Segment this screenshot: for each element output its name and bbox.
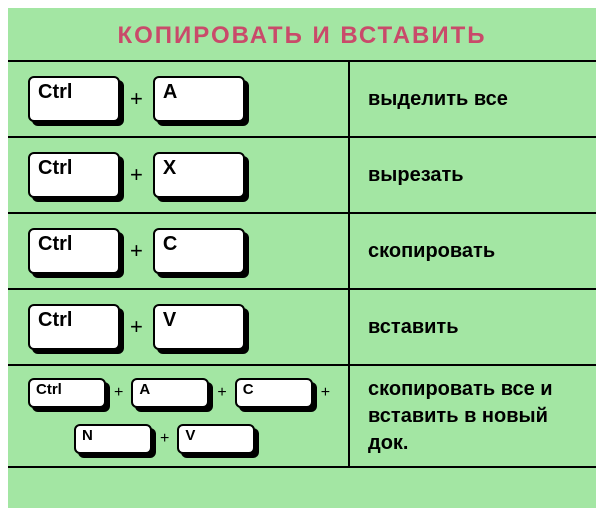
shortcut-desc: скопировать <box>368 238 495 265</box>
key-ctrl: Ctrl <box>28 378 106 408</box>
key-ctrl: Ctrl <box>28 76 120 122</box>
shortcut-desc: вставить <box>368 314 459 341</box>
key-c: C <box>235 378 313 408</box>
card: КОПИРОВАТЬ И ВСТАВИТЬ Ctrl + A выделить … <box>0 0 604 516</box>
key-v: V <box>153 304 245 350</box>
desc-cell: скопировать <box>348 214 596 288</box>
rows-container: Ctrl + A выделить все Ctrl + X вырезать <box>8 60 596 468</box>
keys-cell: Ctrl + A + C + N + V <box>8 366 348 466</box>
page-title: КОПИРОВАТЬ И ВСТАВИТЬ <box>8 8 596 60</box>
shortcut-row: Ctrl + A выделить все <box>8 60 596 136</box>
indent-spacer <box>28 439 66 440</box>
key-ctrl: Ctrl <box>28 304 120 350</box>
keys-cell: Ctrl + V <box>8 290 348 364</box>
plus-icon: + <box>217 384 226 402</box>
shortcut-desc: выделить все <box>368 86 508 113</box>
plus-icon: + <box>160 430 169 448</box>
shortcut-row: Ctrl + V вставить <box>8 288 596 364</box>
key-ctrl: Ctrl <box>28 228 120 274</box>
plus-icon: + <box>130 86 143 112</box>
desc-cell: вставить <box>348 290 596 364</box>
plus-icon: + <box>114 384 123 402</box>
key-v: V <box>177 424 255 454</box>
plus-icon: + <box>130 314 143 340</box>
shortcut-row-combo: Ctrl + A + C + N + V скопировать все и в… <box>8 364 596 468</box>
keys-cell: Ctrl + X <box>8 138 348 212</box>
desc-cell: скопировать все и вставить в новый док. <box>348 366 596 466</box>
shortcut-row: Ctrl + X вырезать <box>8 136 596 212</box>
plus-icon: + <box>321 384 330 402</box>
shortcut-desc: скопировать все и вставить в новый док. <box>368 376 586 457</box>
shortcut-row: Ctrl + C скопировать <box>8 212 596 288</box>
key-ctrl: Ctrl <box>28 152 120 198</box>
key-a: A <box>131 378 209 408</box>
key-x: X <box>153 152 245 198</box>
key-a: A <box>153 76 245 122</box>
key-n: N <box>74 424 152 454</box>
desc-cell: выделить все <box>348 62 596 136</box>
key-c: C <box>153 228 245 274</box>
desc-cell: вырезать <box>348 138 596 212</box>
keys-cell: Ctrl + C <box>8 214 348 288</box>
plus-icon: + <box>130 162 143 188</box>
shortcut-desc: вырезать <box>368 162 464 189</box>
inner-panel: КОПИРОВАТЬ И ВСТАВИТЬ Ctrl + A выделить … <box>8 8 596 508</box>
plus-icon: + <box>130 238 143 264</box>
keys-cell: Ctrl + A <box>8 62 348 136</box>
